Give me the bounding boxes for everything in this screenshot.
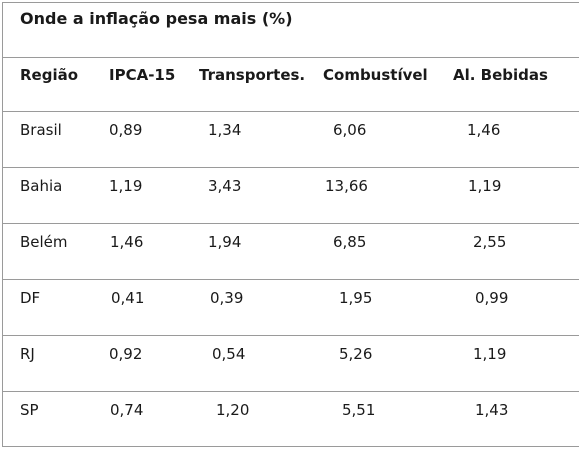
- table-cell: 1,94: [208, 233, 242, 251]
- row-label: Brasil: [20, 121, 62, 139]
- row-label: Belém: [20, 233, 68, 251]
- column-header: Al. Bebidas: [453, 66, 548, 84]
- table-cell: 6,06: [333, 121, 367, 139]
- column-header: Região: [20, 66, 79, 84]
- table-cell: 13,66: [325, 177, 368, 195]
- table-cell: 0,39: [210, 289, 244, 307]
- table-cell: 5,26: [339, 345, 373, 363]
- table-cell: 1,46: [110, 233, 144, 251]
- table-cell: 5,51: [342, 401, 376, 419]
- table-cell: 1,19: [109, 177, 143, 195]
- table-cell: 1,19: [473, 345, 507, 363]
- top-border: [2, 2, 579, 3]
- left-border: [2, 2, 3, 446]
- row-divider: [2, 57, 579, 58]
- row-divider: [2, 391, 579, 392]
- table-cell: 0,54: [212, 345, 246, 363]
- table-cell: 0,99: [475, 289, 509, 307]
- row-divider: [2, 223, 579, 224]
- table-cell: 2,55: [473, 233, 507, 251]
- row-divider: [2, 446, 579, 447]
- row-divider: [2, 279, 579, 280]
- table-cell: 1,43: [475, 401, 509, 419]
- table-cell: 1,34: [208, 121, 242, 139]
- table-cell: 0,89: [109, 121, 143, 139]
- table-cell: 1,19: [468, 177, 502, 195]
- table-cell: 0,92: [109, 345, 143, 363]
- table-cell: 0,74: [110, 401, 144, 419]
- table-title: Onde a inflação pesa mais (%): [20, 9, 293, 28]
- row-divider: [2, 167, 579, 168]
- row-label: RJ: [20, 345, 35, 363]
- row-divider: [2, 111, 579, 112]
- row-divider: [2, 335, 579, 336]
- table-cell: 1,95: [339, 289, 373, 307]
- table-cell: 6,85: [333, 233, 367, 251]
- column-header: Transportes.: [199, 66, 306, 84]
- table-cell: 3,43: [208, 177, 242, 195]
- row-label: Bahia: [20, 177, 63, 195]
- table-cell: 1,46: [467, 121, 501, 139]
- table-cell: 0,41: [111, 289, 145, 307]
- column-header: Combustível: [323, 66, 428, 84]
- row-label: DF: [20, 289, 41, 307]
- table-cell: 1,20: [216, 401, 250, 419]
- row-label: SP: [20, 401, 39, 419]
- column-header: IPCA-15: [109, 66, 176, 84]
